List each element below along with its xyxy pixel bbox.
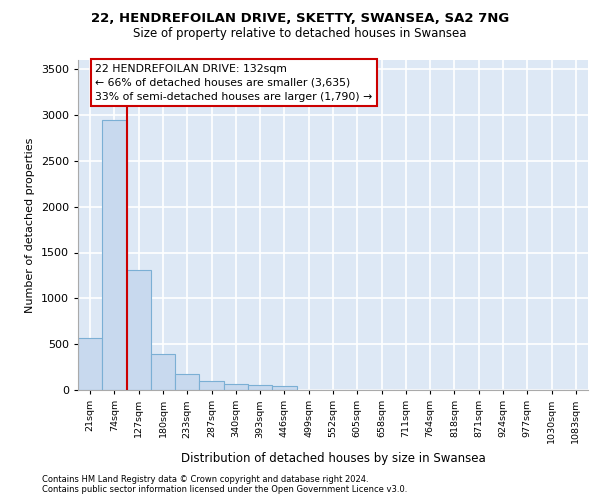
Text: Size of property relative to detached houses in Swansea: Size of property relative to detached ho… [133, 28, 467, 40]
Bar [199, 381, 224, 390]
Text: Contains public sector information licensed under the Open Government Licence v3: Contains public sector information licen… [42, 485, 407, 494]
Text: 22 HENDREFOILAN DRIVE: 132sqm
← 66% of detached houses are smaller (3,635)
33% o: 22 HENDREFOILAN DRIVE: 132sqm ← 66% of d… [95, 64, 372, 102]
Bar [272, 386, 296, 390]
Bar [175, 374, 199, 390]
Bar [102, 120, 127, 390]
Bar [127, 270, 151, 390]
Bar [78, 338, 102, 390]
Bar [248, 385, 272, 390]
Bar [224, 384, 248, 390]
Bar [151, 354, 175, 390]
Y-axis label: Number of detached properties: Number of detached properties [25, 138, 35, 312]
Text: 22, HENDREFOILAN DRIVE, SKETTY, SWANSEA, SA2 7NG: 22, HENDREFOILAN DRIVE, SKETTY, SWANSEA,… [91, 12, 509, 26]
Text: Contains HM Land Registry data © Crown copyright and database right 2024.: Contains HM Land Registry data © Crown c… [42, 475, 368, 484]
X-axis label: Distribution of detached houses by size in Swansea: Distribution of detached houses by size … [181, 452, 485, 464]
